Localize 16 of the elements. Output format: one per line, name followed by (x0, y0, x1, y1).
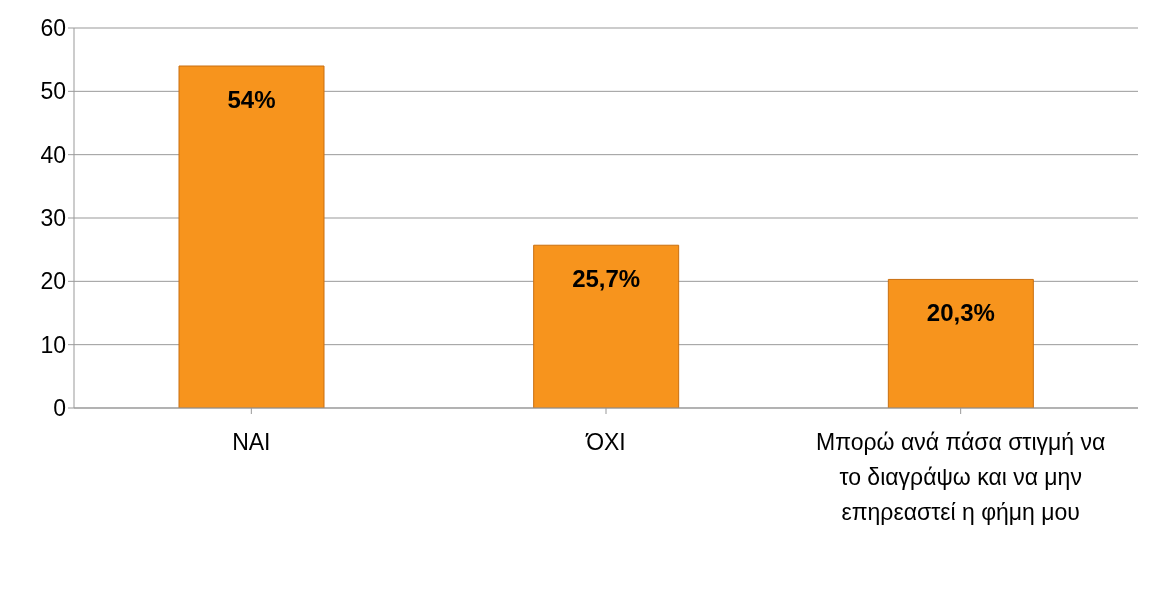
y-tick-label: 20 (40, 268, 66, 295)
y-tick-label: 50 (40, 78, 66, 105)
y-tick-label: 40 (40, 141, 66, 168)
x-tick-label: Μπορώ ανά πάσα στιγμή να το διαγράψω και να μην επηρεαστεί η φήμη μου (816, 429, 1106, 525)
bar (533, 244, 680, 408)
x-tick-label: ΝΑΙ (232, 429, 271, 455)
bar (178, 65, 325, 408)
y-tick-label: 10 (40, 331, 66, 358)
bar (887, 278, 1034, 408)
data-label: 20,3% (926, 299, 995, 327)
y-tick-label: 30 (40, 205, 66, 232)
x-tick-label: ΌΧΙ (585, 429, 626, 455)
data-label: 54% (227, 86, 276, 113)
data-label: 25,7% (572, 265, 641, 293)
y-tick-label: 60 (40, 15, 66, 42)
y-tick-label: 0 (53, 395, 66, 422)
